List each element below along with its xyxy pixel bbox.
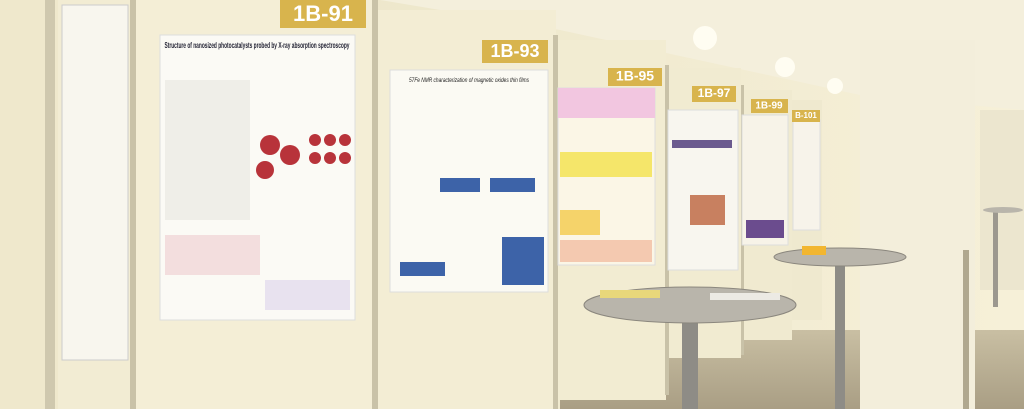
poster-figure [256,134,351,179]
poster-figure [165,235,260,275]
poster-figure [265,280,350,310]
board-label-bg [608,68,662,86]
ceiling-light [693,26,717,50]
poster-block [746,220,784,238]
object [802,246,826,255]
poster-block [560,152,652,177]
poster-block [672,140,732,148]
papers [710,293,780,300]
poster-block [560,240,652,262]
board-label: B-101 [795,111,817,120]
board-label: 1B-97 [698,86,731,100]
poster-block [690,195,725,225]
board-post [130,0,136,409]
poster-figure [490,178,535,192]
table-stem [682,310,698,409]
table-stem [835,258,845,409]
poster-figure [440,178,480,192]
poster [61,4,129,361]
board-label: 1B-91 [293,1,353,26]
board-label: 1B-99 [755,101,783,112]
column-edge [963,250,969,409]
poster-figure [502,237,544,285]
table-stem [993,212,998,307]
board-post [553,35,558,409]
poster [792,119,821,231]
table-top [983,207,1023,213]
board-label-bg [692,86,736,102]
board-label-bg [280,0,366,28]
back-wall [980,110,1024,290]
poster-text-block [165,80,250,220]
poster-title: Structure of nanosized photocatalysts pr… [165,41,350,50]
poster-block [560,210,600,235]
board-post [45,0,55,409]
poster-header [558,88,655,118]
board-post [372,0,378,409]
poster-title: 57Fe NMR characterization of magnetic ox… [409,78,529,84]
column [860,40,975,409]
board-label: 1B-95 [616,68,654,84]
ceiling-light [827,78,843,94]
ceiling-light [775,57,795,77]
table-top [773,247,907,267]
poster-figure [400,262,445,276]
board-label-bg [751,99,788,113]
board-label: 1B-93 [490,41,539,61]
board-label-bg [482,40,548,63]
poster [667,109,739,271]
papers [600,290,660,298]
board-post [665,65,669,395]
board-label-bg [792,110,820,122]
